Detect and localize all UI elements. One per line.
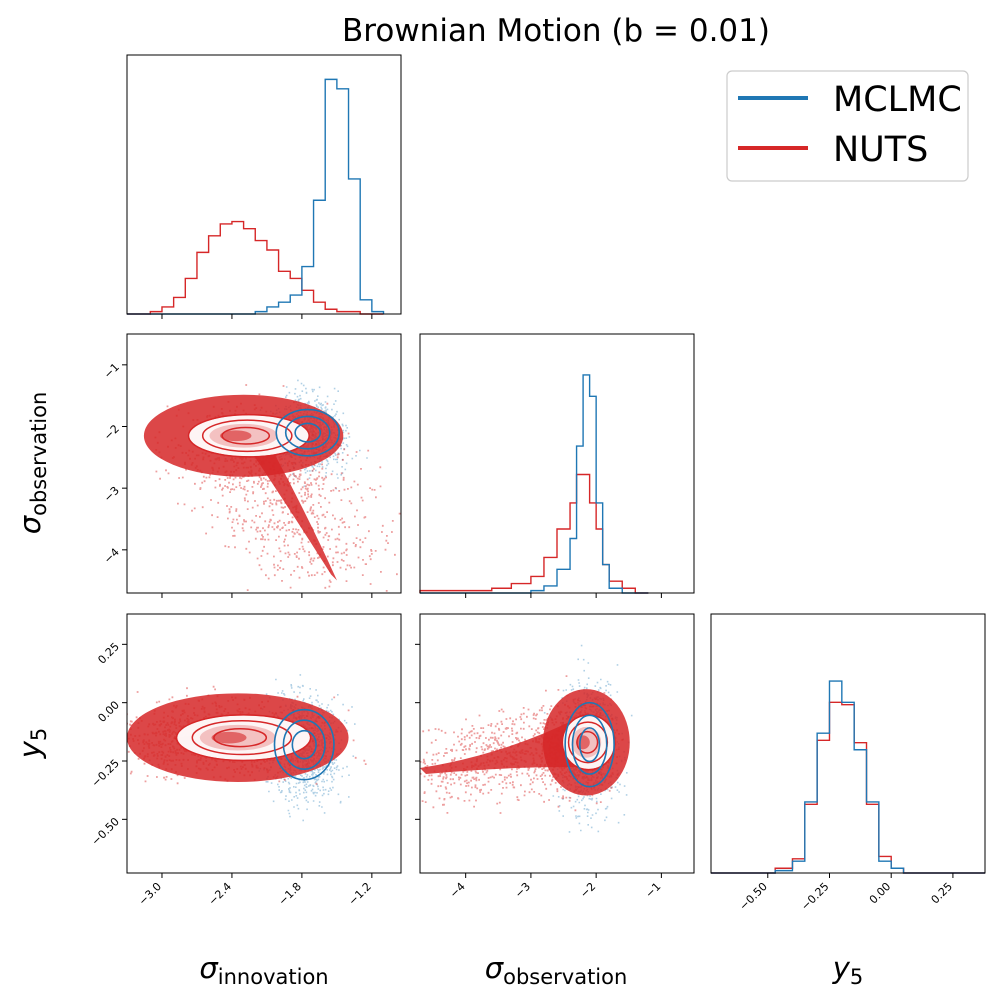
contour-mclmc-1 — [284, 415, 331, 450]
contour-nuts-2 — [576, 730, 599, 754]
x-axis-label-sigma_innovation: σinnovation — [199, 951, 328, 989]
axis-label-symbol: y — [832, 951, 851, 985]
x-tick-label: −1 — [643, 880, 664, 901]
panel-frame — [126, 54, 402, 315]
y-tick-label: −1 — [101, 361, 122, 382]
y-tick-label: −2 — [101, 422, 122, 443]
hist-line-mclmc-sigma_innovation — [127, 78, 385, 315]
contour-nuts-2 — [221, 426, 271, 445]
x-tick-label: −2.4 — [206, 880, 234, 908]
legend-label-mclmc: MCLMC — [833, 80, 962, 120]
y-axis-label-y5: y5 — [13, 728, 51, 760]
density-nuts-tail — [420, 717, 601, 774]
x-axis-label-sigma_observation: σobservation — [485, 951, 628, 989]
contour-mclmc-0 — [564, 701, 615, 788]
contour-nuts-0 — [187, 413, 310, 458]
contour-mclmc-0 — [275, 408, 341, 457]
contour-mclmc-2 — [579, 727, 601, 763]
x-tick-label: −0.25 — [799, 880, 832, 913]
x-tick-label: −3 — [512, 880, 533, 901]
axis-label-symbol: y — [13, 740, 47, 759]
joint-panel-sigma_innovation-y5 — [126, 613, 402, 874]
hist-line-nuts-sigma_innovation — [127, 220, 384, 315]
x-tick-label: −2 — [578, 880, 599, 901]
x-tick-label: −1.2 — [346, 880, 374, 908]
hist-line-mclmc-y5 — [711, 680, 985, 874]
axis-label-subscript: innovation — [218, 965, 329, 989]
hist-panel-sigma_observation — [419, 333, 695, 594]
contour-nuts-1 — [191, 720, 293, 756]
scatter-mclmc — [256, 674, 356, 822]
x-tick-label: −1.8 — [276, 880, 304, 908]
y-tick-label: 0.25 — [95, 640, 122, 667]
hist-line-nuts-sigma_observation — [419, 473, 649, 594]
y-tick-label: −3 — [101, 484, 122, 505]
contour-nuts-1 — [201, 419, 293, 453]
hist-panel-sigma_innovation — [126, 54, 402, 315]
contour-mclmc-2 — [291, 729, 317, 760]
panel-frame — [419, 613, 695, 874]
axis-label-symbol: σ — [485, 951, 505, 985]
chart-title: Brownian Motion (b = 0.01) — [342, 13, 770, 49]
x-tick-label: −4 — [447, 880, 468, 901]
scatter-nuts — [154, 384, 401, 592]
legend-label-nuts: NUTS — [833, 130, 928, 170]
contour-mclmc-2 — [294, 422, 322, 443]
axis-label-subscript: observation — [503, 965, 627, 989]
hist-line-nuts-y5 — [711, 701, 985, 874]
y-tick-label: −0.50 — [89, 815, 122, 848]
panel-content — [127, 674, 367, 822]
x-tick-label: 0.00 — [867, 880, 894, 907]
x-tick-label: 0.25 — [929, 880, 956, 907]
panel-frame — [126, 333, 402, 594]
axis-label-subscript: 5 — [850, 965, 863, 989]
axis-label-symbol: σ — [199, 951, 219, 985]
panel-frame — [710, 613, 986, 874]
hist-line-mclmc-sigma_observation — [420, 374, 649, 594]
density-nuts-tail — [227, 416, 338, 581]
y-axis-label-sigma_observation: σobservation — [13, 392, 51, 535]
contour-mclmc-1 — [571, 714, 608, 775]
contour-nuts-2 — [213, 727, 268, 748]
density-nuts-peak — [211, 731, 247, 744]
axis-label-subscript: 5 — [27, 728, 51, 741]
joint-panel-sigma_observation-y5 — [419, 613, 695, 874]
panel-content — [143, 379, 401, 592]
x-tick-label: −3.0 — [136, 880, 164, 908]
y-tick-label: 0.00 — [95, 698, 122, 725]
axis-label-subscript: observation — [27, 392, 51, 516]
y-tick-label: −0.25 — [89, 757, 122, 790]
scatter-nuts — [420, 675, 624, 814]
x-tick-label: −0.50 — [737, 880, 770, 913]
axis-label-symbol: σ — [13, 514, 47, 534]
hist-panel-y5 — [710, 613, 986, 874]
y-tick-label: −4 — [101, 546, 122, 567]
panel-content — [420, 644, 633, 833]
contour-mclmc-0 — [273, 708, 335, 781]
panels: −3.0 −2.4 −1.8 −1.2 −4 −3 −2 −1 −0.50 −0.25 0.00 0.… — [13, 54, 986, 989]
density-nuts-peak — [219, 430, 252, 442]
legend: MCLMC NUTS — [726, 70, 969, 182]
x-axis-label-y5: y5 — [832, 951, 864, 989]
contour-nuts-0 — [175, 714, 312, 762]
contour-mclmc-1 — [282, 719, 326, 770]
panel-frame — [419, 333, 695, 594]
joint-panel-sigma_innovation-sigma_observation — [126, 333, 402, 594]
panel-frame — [126, 613, 402, 874]
